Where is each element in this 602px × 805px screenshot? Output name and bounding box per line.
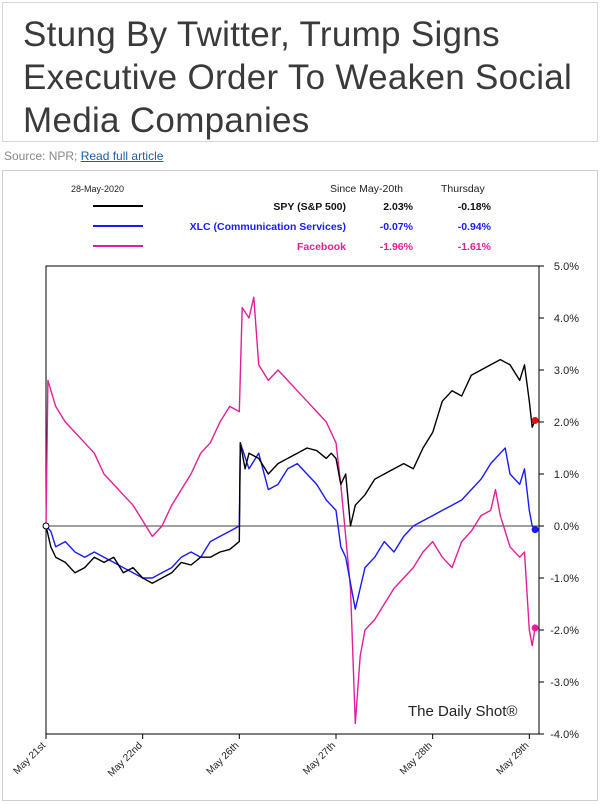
legend-header-since: Since May-20th — [330, 183, 403, 195]
x-tick-label: May 26th — [205, 740, 242, 777]
chart-container: 28-May-2020 Since May-20th Thursday SPY … — [2, 170, 598, 801]
end-marker-xlc — [531, 526, 539, 534]
x-tick-label: May 22nd — [106, 740, 145, 779]
read-full-article-link[interactable]: Read full article — [80, 149, 164, 163]
x-tick-label: May 29th — [495, 740, 532, 777]
x-tick-label: May 28th — [398, 740, 435, 777]
line-chart: 28-May-2020 Since May-20th Thursday SPY … — [12, 183, 580, 779]
legend-name-spy: SPY (S&P 500) — [273, 201, 346, 213]
y-tick-label: -2.0% — [550, 625, 579, 637]
end-marker-facebook — [531, 624, 539, 632]
headline-card: Stung By Twitter, Trump Signs Executive … — [2, 2, 598, 142]
y-tick-label: 2.0% — [554, 417, 579, 429]
legend-name-xlc: XLC (Communication Services) — [190, 221, 346, 233]
series-line-facebook — [45, 296, 536, 725]
x-tick-label: May 27th — [301, 740, 338, 777]
y-tick-label: 4.0% — [554, 313, 579, 325]
plot-area — [45, 265, 540, 735]
series-lines — [45, 296, 536, 725]
article-headline: Stung By Twitter, Trump Signs Executive … — [23, 15, 573, 140]
source-line: Source: NPR; Read full article — [4, 149, 163, 163]
end-marker-spy — [531, 416, 539, 424]
chart-date-label: 28-May-2020 — [71, 184, 124, 194]
end-markers — [42, 416, 539, 632]
watermark: The Daily Shot® — [408, 703, 517, 720]
legend-thursday-spy: -0.18% — [458, 201, 492, 213]
y-tick-label: -4.0% — [550, 729, 579, 741]
y-tick-label: 3.0% — [554, 365, 579, 377]
y-tick-label: 0.0% — [554, 521, 579, 533]
legend-thursday-facebook: -1.61% — [458, 241, 492, 253]
x-tick-label: May 21st — [12, 740, 49, 777]
y-axis: 5.0% 4.0% 3.0% 2.0% 1.0% 0.0% -1.0% -2.0% -3.0% -… — [539, 261, 579, 741]
legend-since-spy: 2.03% — [383, 201, 413, 213]
y-tick-label: -3.0% — [550, 677, 579, 689]
legend-since-xlc: -0.07% — [380, 221, 414, 233]
y-tick-label: 1.0% — [554, 469, 579, 481]
source-label: Source: NPR; — [4, 149, 81, 163]
series-line-spy — [45, 358, 536, 584]
y-tick-label: -1.0% — [550, 573, 579, 585]
x-axis: May 21st May 22nd May 26th May 27th May 28th… — [12, 734, 532, 779]
legend-header-thursday: Thursday — [441, 183, 486, 195]
y-tick-label: 5.0% — [554, 261, 579, 273]
legend-thursday-xlc: -0.94% — [458, 221, 492, 233]
legend-since-facebook: -1.96% — [380, 241, 414, 253]
legend-name-facebook: Facebook — [297, 241, 346, 253]
start-marker — [42, 522, 50, 530]
legend: SPY (S&P 500) 2.03% -0.18% XLC (Communicati… — [93, 201, 492, 253]
